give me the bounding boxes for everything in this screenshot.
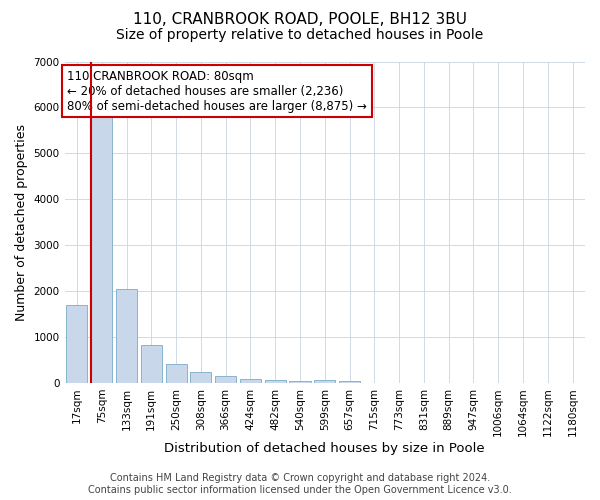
Bar — [67, 305, 88, 383]
Bar — [190, 372, 211, 383]
Bar — [215, 376, 236, 383]
X-axis label: Distribution of detached houses by size in Poole: Distribution of detached houses by size … — [164, 442, 485, 455]
Bar — [289, 380, 311, 383]
Y-axis label: Number of detached properties: Number of detached properties — [15, 124, 28, 320]
Bar — [91, 112, 112, 383]
Text: Size of property relative to detached houses in Poole: Size of property relative to detached ho… — [116, 28, 484, 42]
Text: 110 CRANBROOK ROAD: 80sqm
← 20% of detached houses are smaller (2,236)
80% of se: 110 CRANBROOK ROAD: 80sqm ← 20% of detac… — [67, 70, 367, 112]
Text: Contains HM Land Registry data © Crown copyright and database right 2024.
Contai: Contains HM Land Registry data © Crown c… — [88, 474, 512, 495]
Bar — [339, 382, 360, 383]
Bar — [116, 288, 137, 383]
Bar — [166, 364, 187, 383]
Text: 110, CRANBROOK ROAD, POOLE, BH12 3BU: 110, CRANBROOK ROAD, POOLE, BH12 3BU — [133, 12, 467, 28]
Bar — [240, 378, 261, 383]
Bar — [314, 380, 335, 383]
Bar — [141, 345, 162, 383]
Bar — [265, 380, 286, 383]
